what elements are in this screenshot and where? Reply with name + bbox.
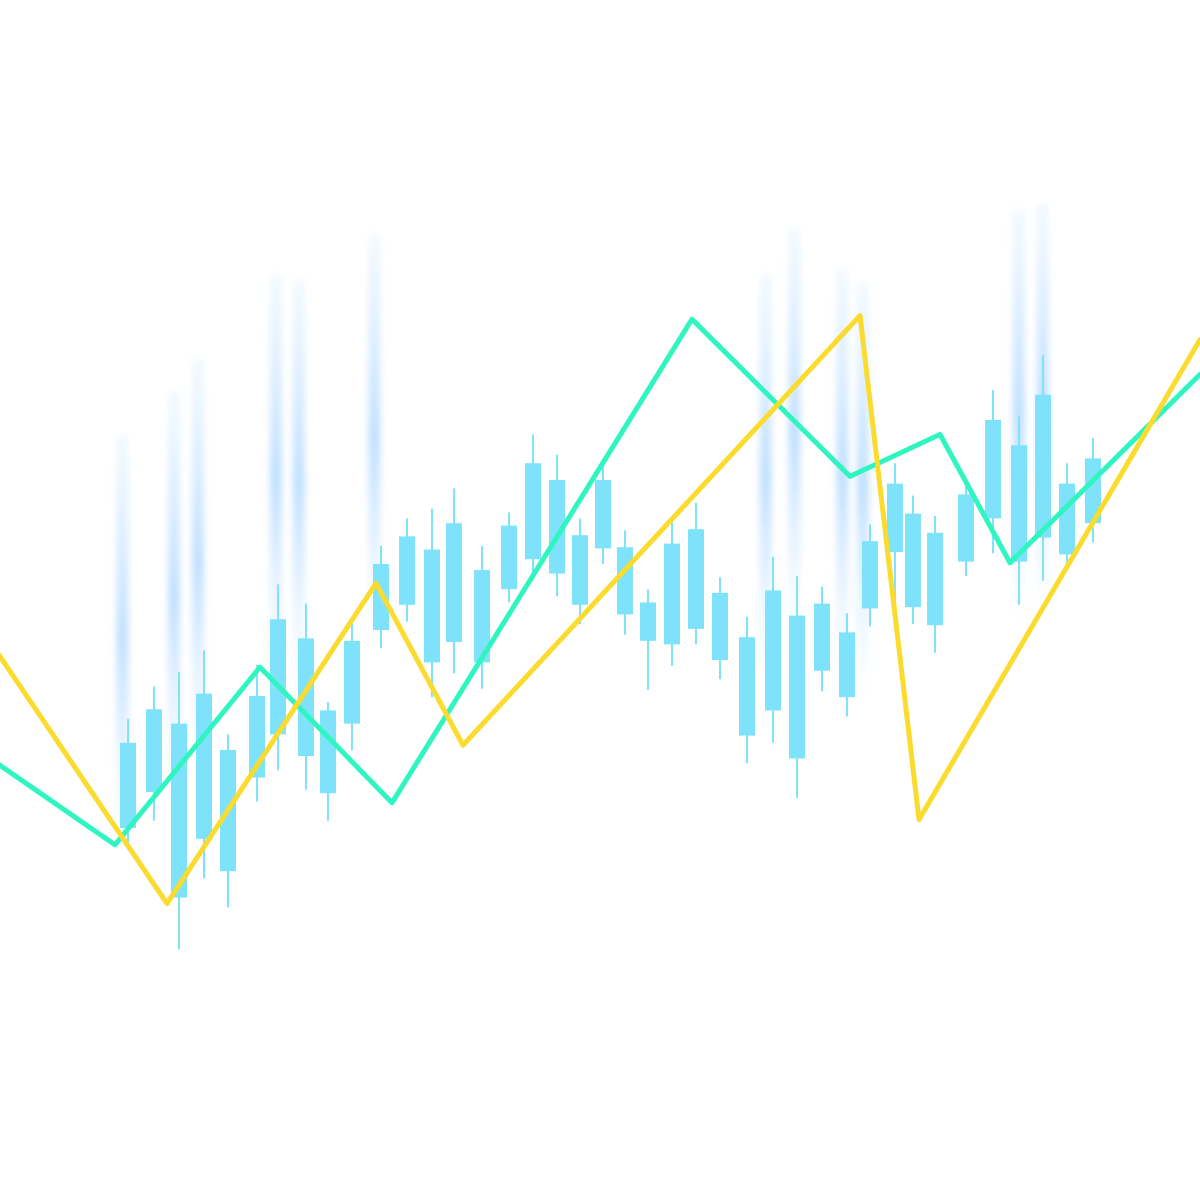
yellow-series-line xyxy=(0,313,1200,907)
candle xyxy=(789,576,806,798)
candle xyxy=(549,454,566,597)
candle-body xyxy=(927,532,944,626)
candle-body xyxy=(424,549,440,663)
glow-streak xyxy=(116,434,129,845)
candle-body xyxy=(196,693,212,839)
candle xyxy=(270,584,287,771)
glow-streak xyxy=(168,391,180,802)
candle-body xyxy=(399,536,416,605)
candle xyxy=(474,546,491,689)
candle-body xyxy=(838,632,855,698)
candle xyxy=(616,530,633,635)
line-layer xyxy=(0,313,1200,907)
candle-body xyxy=(343,640,360,724)
green-series-line xyxy=(0,316,1200,848)
candle xyxy=(664,522,680,666)
candle-body xyxy=(1059,483,1076,555)
candle-body xyxy=(862,541,878,609)
glow-streak xyxy=(788,228,801,638)
candle-body xyxy=(616,547,633,615)
candle-body xyxy=(739,637,755,736)
candle xyxy=(343,620,360,750)
candle xyxy=(958,481,974,576)
candle xyxy=(688,502,704,645)
candle-body xyxy=(549,480,566,574)
candle xyxy=(904,495,921,624)
candle-body xyxy=(595,480,611,549)
candle-body xyxy=(445,523,462,642)
candle-body xyxy=(120,742,137,828)
candle-body xyxy=(985,420,1001,519)
candle-body xyxy=(571,535,588,605)
candle-body xyxy=(525,463,542,560)
candle xyxy=(838,613,855,717)
candle-body xyxy=(664,543,680,645)
candle xyxy=(501,512,518,603)
candle xyxy=(712,577,728,680)
candle xyxy=(595,463,611,564)
candle xyxy=(445,488,462,674)
candle-body xyxy=(1035,394,1052,538)
glow-streak xyxy=(836,268,849,679)
glow-streak xyxy=(270,273,282,684)
candle xyxy=(1059,463,1076,568)
candle xyxy=(298,603,314,790)
candle xyxy=(1035,355,1052,581)
candle xyxy=(525,434,542,580)
candle-body xyxy=(1011,445,1028,562)
candle-body xyxy=(501,525,518,590)
candle-body xyxy=(474,570,491,663)
candle-body xyxy=(886,483,903,552)
candle-body xyxy=(298,638,314,756)
candle xyxy=(862,524,878,627)
glow-streak xyxy=(368,234,381,644)
candle xyxy=(120,718,137,845)
candle-body xyxy=(958,494,974,562)
candle-body xyxy=(688,529,704,629)
glow-streak xyxy=(192,357,204,768)
candle xyxy=(171,672,188,950)
candle-body xyxy=(814,603,830,671)
candle xyxy=(765,556,782,743)
candle xyxy=(319,702,336,821)
candle xyxy=(814,586,830,692)
candle-body xyxy=(171,723,188,898)
candle xyxy=(1011,416,1028,605)
candle-body xyxy=(319,710,336,794)
glow-streak xyxy=(292,278,305,689)
candle xyxy=(985,390,1001,554)
candle-body xyxy=(904,513,921,608)
candle xyxy=(571,518,588,624)
candle-layer xyxy=(120,355,1101,950)
candle-body xyxy=(270,619,287,735)
candle xyxy=(249,664,266,802)
candle xyxy=(927,516,944,653)
candle-body xyxy=(789,615,806,759)
candle xyxy=(739,616,755,764)
candle xyxy=(424,508,440,698)
candle-body xyxy=(765,590,782,711)
candle-body xyxy=(145,709,162,792)
candle xyxy=(399,518,416,622)
glow-streak xyxy=(759,273,772,684)
candle xyxy=(640,589,656,690)
candle-body xyxy=(640,602,656,641)
candle-body xyxy=(712,592,728,660)
